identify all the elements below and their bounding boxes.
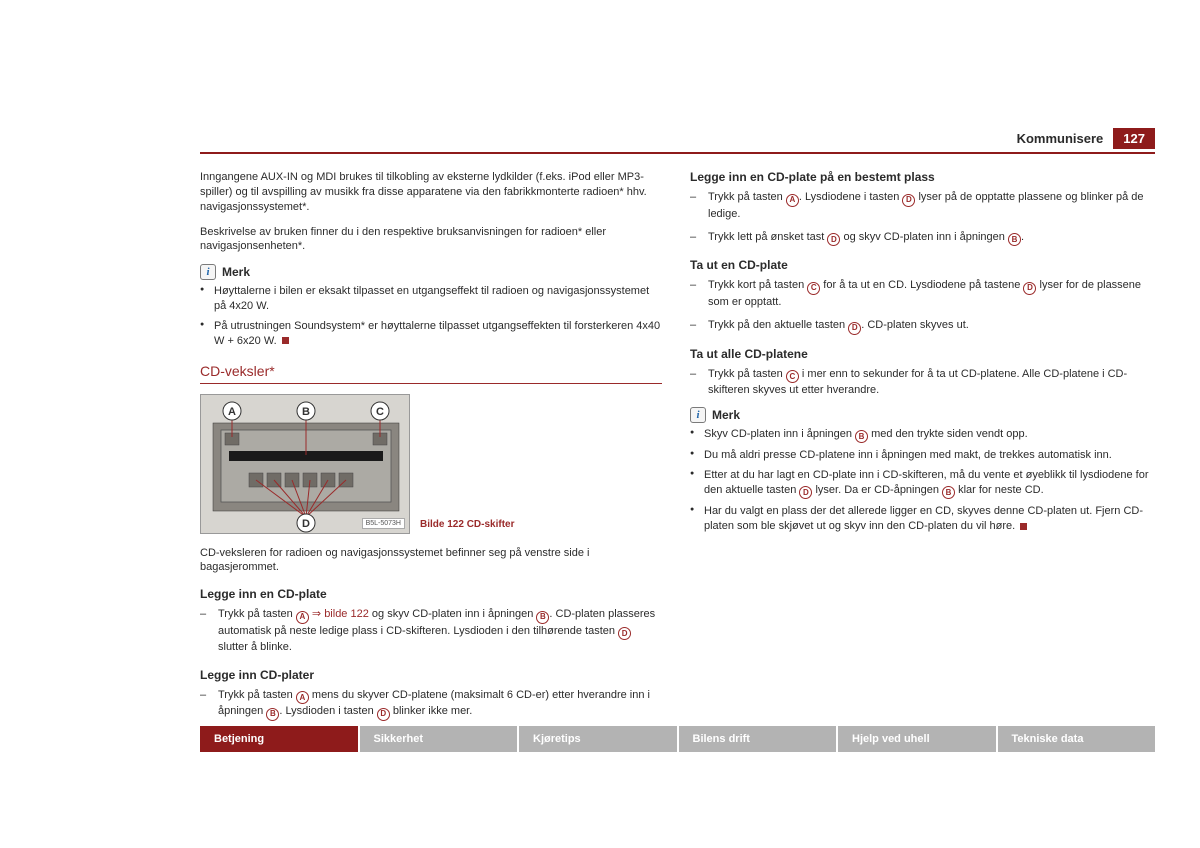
intro-paragraph-1: Inngangene AUX-IN og MDI brukes til tilk… (200, 170, 662, 215)
figure-122: A B C D B5L-5073H Bilde 122 CD-skifter (200, 394, 662, 534)
end-marker (1020, 523, 1027, 530)
merk-item: Har du valgt en plass der det allerede l… (690, 504, 1152, 534)
tab-betjening[interactable]: Betjening (200, 726, 360, 752)
cd-veksler-heading: CD-veksler* (200, 363, 662, 379)
taut-list: Trykk kort på tasten C for å ta ut en CD… (690, 278, 1152, 334)
figure-caption: Bilde 122 CD-skifter (420, 519, 514, 530)
tautalle-list: Trykk på tasten C i mer enn to sekunder … (690, 367, 1152, 399)
key-b-icon: B (942, 486, 955, 499)
key-b-icon: B (1008, 233, 1021, 246)
cd-desc: CD-veksleren for radioen og navigasjonss… (200, 546, 662, 576)
svg-text:A: A (228, 406, 236, 418)
key-d-icon: D (1023, 282, 1036, 295)
merk-item: På utrustningen Soundsystem* er høyttale… (200, 319, 662, 349)
h-tautalle: Ta ut alle CD-platene (690, 347, 1152, 361)
svg-text:B: B (302, 406, 310, 418)
h-taut: Ta ut en CD-plate (690, 258, 1152, 272)
merk-list-right: Skyv CD-platen inn i åpningen B med den … (690, 427, 1152, 534)
intro-paragraph-2: Beskrivelse av bruken finner du i den re… (200, 225, 662, 255)
legge-inn-list: Trykk på tasten A ⇒ bilde 122 og skyv CD… (200, 607, 662, 655)
info-icon: i (200, 264, 216, 280)
merk-item: Høyttalerne i bilen er eksakt tilpasset … (200, 284, 662, 314)
key-b-icon: B (536, 611, 549, 624)
key-a-icon: A (296, 691, 309, 704)
merk-item: Etter at du har lagt en CD-plate inn i C… (690, 468, 1152, 499)
h-bestemt: Legge inn en CD-plate på en bestemt plas… (690, 170, 1152, 184)
h-legge-inn: Legge inn en CD-plate (200, 587, 662, 601)
merk-heading-left: i Merk (200, 264, 662, 280)
key-b-icon: B (855, 430, 868, 443)
key-b-icon: B (266, 708, 279, 721)
cd-changer-illustration: A B C D B5L-5073H (200, 394, 410, 534)
footer-tabs: Betjening Sikkerhet Kjøretips Bilens dri… (200, 726, 1155, 752)
legge-plater-list: Trykk på tasten A mens du skyver CD-plat… (200, 688, 662, 721)
list-item: Trykk på tasten A. Lysdiodene i tasten D… (690, 190, 1152, 222)
tab-kjoretips[interactable]: Kjøretips (519, 726, 679, 752)
right-column: Legge inn en CD-plate på en bestemt plas… (690, 170, 1152, 729)
merk-heading-right: i Merk (690, 407, 1152, 423)
page-header: Kommunisere 127 (200, 128, 1155, 149)
key-d-icon: D (799, 486, 812, 499)
merk-list-left: Høyttalerne i bilen er eksakt tilpasset … (200, 284, 662, 348)
tab-bilens-drift[interactable]: Bilens drift (679, 726, 839, 752)
key-d-icon: D (827, 233, 840, 246)
key-d-icon: D (902, 194, 915, 207)
header-rule (200, 152, 1155, 154)
list-item: Trykk på tasten A ⇒ bilde 122 og skyv CD… (200, 607, 662, 655)
list-item: Trykk kort på tasten C for å ta ut en CD… (690, 278, 1152, 310)
end-marker (282, 337, 289, 344)
key-a-icon: A (786, 194, 799, 207)
page-number: 127 (1113, 128, 1155, 149)
left-column: Inngangene AUX-IN og MDI brukes til tilk… (200, 170, 662, 729)
merk-item: Du må aldri presse CD-platene inn i åpni… (690, 448, 1152, 463)
section-title: Kommunisere (1017, 131, 1104, 146)
info-icon: i (690, 407, 706, 423)
key-d-icon: D (848, 322, 861, 335)
key-d-icon: D (618, 627, 631, 640)
key-d-icon: D (377, 708, 390, 721)
list-item: Trykk lett på ønsket tast D og skyv CD-p… (690, 230, 1152, 247)
key-c-icon: C (807, 282, 820, 295)
svg-text:C: C (376, 406, 384, 418)
svg-text:D: D (302, 518, 310, 530)
tab-sikkerhet[interactable]: Sikkerhet (360, 726, 520, 752)
key-c-icon: C (786, 370, 799, 383)
red-underline (200, 383, 662, 384)
page-content: Kommunisere 127 Inngangene AUX-IN og MDI… (200, 128, 1155, 729)
h-legge-plater: Legge inn CD-plater (200, 668, 662, 682)
list-item: Trykk på tasten C i mer enn to sekunder … (690, 367, 1152, 399)
merk-label: Merk (222, 265, 250, 279)
tab-tekniske[interactable]: Tekniske data (998, 726, 1156, 752)
tab-hjelp[interactable]: Hjelp ved uhell (838, 726, 998, 752)
bestemt-list: Trykk på tasten A. Lysdiodene i tasten D… (690, 190, 1152, 246)
merk-label: Merk (712, 408, 740, 422)
figure-tag: B5L-5073H (362, 518, 405, 529)
list-item: Trykk på den aktuelle tasten D. CD-plate… (690, 318, 1152, 335)
list-item: Trykk på tasten A mens du skyver CD-plat… (200, 688, 662, 721)
merk-item: Skyv CD-platen inn i åpningen B med den … (690, 427, 1152, 444)
columns: Inngangene AUX-IN og MDI brukes til tilk… (200, 170, 1155, 729)
key-a-icon: A (296, 611, 309, 624)
